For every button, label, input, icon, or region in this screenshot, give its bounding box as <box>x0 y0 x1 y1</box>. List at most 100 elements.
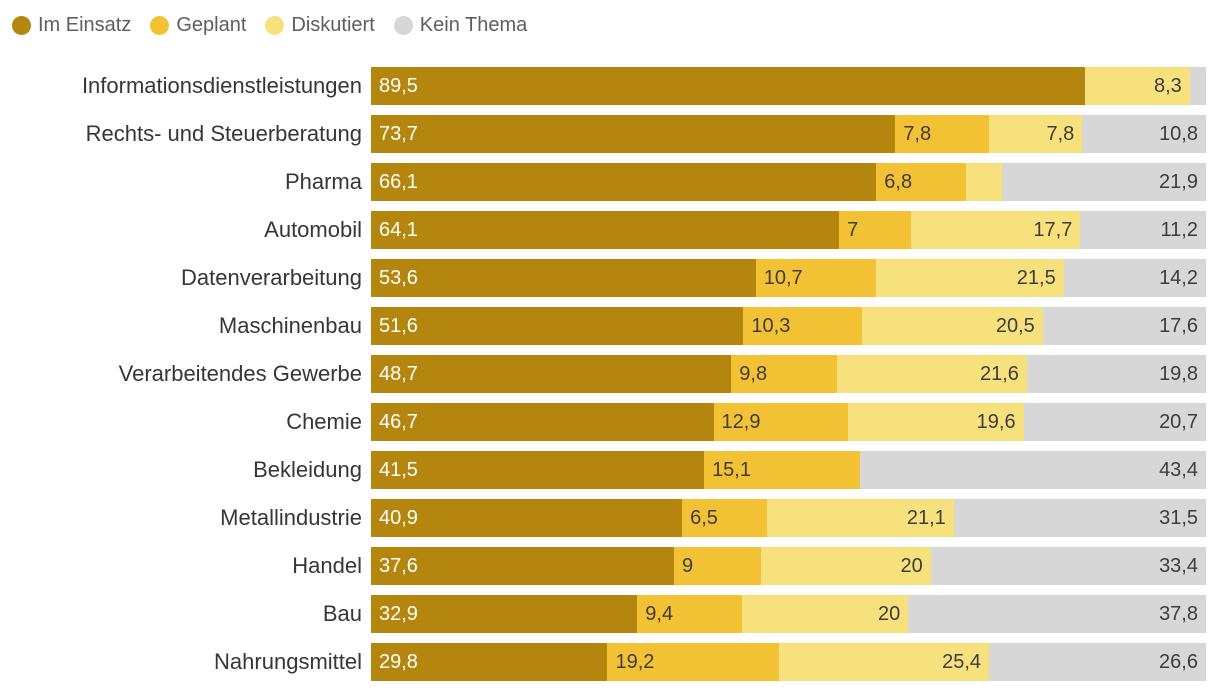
category-label: Informationsdienstleistungen <box>81 73 362 98</box>
bar-segment-im-einsatz: 48,7 <box>371 355 732 393</box>
segment-value-label: 20,7 <box>1159 410 1198 433</box>
bar-segment-diskutiert: 21,5 <box>876 259 1064 297</box>
legend-swatch-icon <box>150 16 170 35</box>
bar-segment-diskutiert: 8,3 <box>1084 67 1190 105</box>
bar-segment-geplant: 9,4 <box>637 595 742 633</box>
bar-segment-diskutiert: 20 <box>760 547 931 585</box>
segment-value-label: 73,7 <box>379 122 418 145</box>
stacked-bar: 51,6 10,3 20,5 17,6 <box>371 307 1206 345</box>
category-label: Chemie <box>286 409 362 434</box>
stacked-bar: 48,7 9,8 21,6 19,8 <box>371 355 1206 393</box>
legend-swatch-icon <box>393 16 413 35</box>
segment-value-label: 10,8 <box>1159 122 1198 145</box>
chart-row-maschinenbau: Maschinenbau 51,6 10,3 20,5 17,6 <box>0 307 1206 345</box>
category-label: Handel <box>292 553 362 578</box>
legend-swatch-icon <box>12 16 31 35</box>
bar-segment-kein-thema: 33,4 <box>930 547 1206 585</box>
legend-item-label: Diskutiert <box>291 14 375 36</box>
bar-segment-kein-thema: 31,5 <box>953 499 1207 537</box>
bar-segment-kein-thema: 19,8 <box>1026 355 1206 393</box>
bar-segment-diskutiert: 21,1 <box>766 499 954 537</box>
category-label: Pharma <box>284 169 362 194</box>
bar-segment-diskutiert: 7,8 <box>988 115 1083 153</box>
stacked-bar: 29,8 19,2 25,4 26,6 <box>371 643 1206 681</box>
stacked-bar: 40,9 6,5 21,1 31,5 <box>371 499 1207 537</box>
bar-segment-im-einsatz: 64,1 <box>371 211 840 249</box>
segment-value-label: 25,4 <box>942 650 982 673</box>
bar-segment-kein-thema: 43,4 <box>860 451 1206 489</box>
category-label: Bekleidung <box>253 457 362 482</box>
chart-row-metallindustrie: Metallindustrie 40,9 6,5 21,1 31,5 <box>0 499 1207 537</box>
segment-value-label: 7 <box>847 218 859 241</box>
segment-value-label: 32,9 <box>379 602 418 625</box>
segment-value-label: 21,9 <box>1159 170 1198 193</box>
category-label: Maschinenbau <box>218 313 362 338</box>
chart-row-bekleidung: Bekleidung 41,5 15,1 43,4 <box>0 451 1206 489</box>
bar-segment-im-einsatz: 53,6 <box>371 259 756 297</box>
segment-value-label: 7,8 <box>903 122 932 145</box>
segment-value-label: 19,2 <box>615 650 655 673</box>
stacked-bar: 46,7 12,9 19,6 20,7 <box>371 403 1206 441</box>
segment-value-label: 21,5 <box>1016 266 1056 289</box>
category-label: Rechts- und Steuerberatung <box>85 121 362 146</box>
bar-segment-im-einsatz: 66,1 <box>371 163 877 201</box>
bar-segment-diskutiert: 17,7 <box>911 211 1081 249</box>
stacked-bar: 32,9 9,4 20 37,8 <box>371 595 1206 633</box>
legend-item-kein-thema: Kein Thema <box>393 14 528 37</box>
stacked-bar: 53,6 10,7 21,5 14,2 <box>371 259 1206 297</box>
stacked-bar: 73,7 7,8 7,8 10,8 <box>371 115 1206 153</box>
bar-segment-geplant: 15,1 <box>704 451 861 489</box>
bar-segment-diskutiert: 19,6 <box>847 403 1024 441</box>
segment-value-label: 40,9 <box>379 506 418 529</box>
bar-segment-kein-thema: 20,7 <box>1023 403 1206 441</box>
category-label: Automobil <box>264 217 362 242</box>
bar-segment-diskutiert: 20 <box>741 595 909 633</box>
segment-value-label: 21,1 <box>906 506 946 529</box>
bar-segment-diskutiert: 25,4 <box>779 643 990 681</box>
segment-value-label: 6,5 <box>690 506 718 529</box>
segment-value-label: 9 <box>682 554 694 577</box>
segment-value-label: 20 <box>877 602 901 625</box>
bar-segment-im-einsatz: 32,9 <box>371 595 638 633</box>
legend-swatch-icon <box>265 16 285 35</box>
chart-row-chemie: Chemie 46,7 12,9 19,6 20,7 <box>0 403 1206 441</box>
legend-item-label: Geplant <box>176 14 247 36</box>
segment-value-label: 66,1 <box>379 170 418 193</box>
bar-segment-geplant: 10,7 <box>755 259 877 297</box>
segment-value-label: 53,6 <box>379 266 418 289</box>
bar-segment-geplant: 10,3 <box>743 307 862 345</box>
segment-value-label: 48,7 <box>379 362 418 385</box>
segment-value-label: 37,8 <box>1159 602 1198 625</box>
legend: Im Einsatz Geplant Diskutiert Kein Thema <box>0 0 1220 37</box>
category-label: Nahrungsmittel <box>214 649 362 674</box>
bar-segment-kein-thema: 17,6 <box>1042 307 1206 345</box>
legend-item-geplant: Geplant <box>150 14 246 37</box>
bar-segment-im-einsatz: 40,9 <box>371 499 683 537</box>
chart-row-informationsdienstleistungen: Informationsdienstleistungen 89,5 8,3 <box>0 67 1206 105</box>
bar-segment-kein-thema: 10,8 <box>1082 115 1206 153</box>
segment-value-label: 31,5 <box>1159 506 1199 529</box>
chart-row-rechts-und-steuerberatung: Rechts- und Steuerberatung 73,7 7,8 7,8 10,8 <box>0 115 1206 153</box>
legend-item-im-einsatz: Im Einsatz <box>12 14 131 37</box>
category-label: Verarbeitendes Gewerbe <box>118 361 362 386</box>
chart-row-verarbeitendes-gewerbe: Verarbeitendes Gewerbe 48,7 9,8 21,6 19,8 <box>0 355 1206 393</box>
bar-segment-diskutiert: 20,5 <box>861 307 1043 345</box>
stacked-bar: 66,1 6,8 21,9 <box>371 163 1206 201</box>
bar-segment-im-einsatz: 51,6 <box>371 307 744 345</box>
segment-value-label: 14,2 <box>1159 266 1198 289</box>
bar-segment-im-einsatz: 37,6 <box>371 547 674 585</box>
segment-value-label: 89,5 <box>379 74 418 97</box>
legend-item-label: Im Einsatz <box>38 14 132 36</box>
segment-value-label: 6,8 <box>884 170 913 193</box>
segment-value-label: 11,2 <box>1160 218 1198 241</box>
bar-segment-geplant: 19,2 <box>607 643 780 681</box>
legend-item-diskutiert: Diskutiert <box>265 14 375 37</box>
chart-row-handel: Handel 37,6 9 20 33,4 <box>0 547 1206 585</box>
legend-item-label: Kein Thema <box>419 14 528 36</box>
stacked-bar-chart: Informationsdienstleistungen 89,5 8,3 Recht… <box>0 67 1220 681</box>
category-label: Metallindustrie <box>220 505 362 530</box>
segment-value-label: 21,6 <box>979 362 1019 385</box>
segment-value-label: 15,1 <box>712 458 751 481</box>
segment-value-label: 43,4 <box>1159 458 1198 481</box>
segment-value-label: 64,1 <box>379 218 418 241</box>
